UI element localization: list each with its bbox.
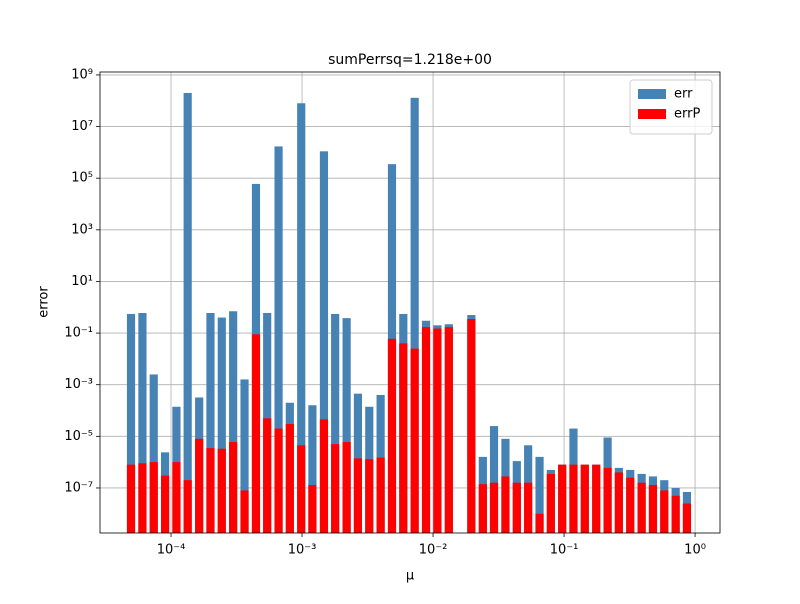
bar bbox=[274, 146, 283, 533]
bar bbox=[421, 327, 431, 533]
bar bbox=[376, 457, 385, 533]
bar bbox=[217, 317, 226, 533]
bar bbox=[660, 490, 669, 533]
bar bbox=[512, 482, 521, 533]
bar bbox=[671, 495, 680, 533]
y-tick-label: 10⁻⁵ bbox=[64, 429, 93, 444]
bar bbox=[467, 319, 476, 533]
bar bbox=[126, 464, 136, 533]
bar bbox=[126, 313, 136, 533]
x-axis-label: μ bbox=[406, 569, 414, 584]
chart-title: sumPerrsq=1.218e+00 bbox=[328, 52, 492, 68]
bar bbox=[161, 475, 170, 533]
y-tick-label: 10⁵ bbox=[71, 171, 93, 186]
bar bbox=[501, 476, 510, 533]
y-tick-label: 10³ bbox=[71, 222, 93, 237]
bar bbox=[444, 327, 453, 533]
bar bbox=[353, 458, 362, 533]
bar bbox=[365, 459, 374, 533]
bar bbox=[297, 103, 306, 533]
bar bbox=[206, 312, 215, 533]
bar bbox=[524, 482, 533, 533]
bar bbox=[138, 463, 147, 533]
bar bbox=[274, 428, 283, 533]
bar bbox=[682, 503, 692, 533]
y-tick-label: 10⁻¹ bbox=[64, 326, 93, 341]
bar bbox=[535, 456, 544, 533]
bar bbox=[342, 442, 351, 533]
bar bbox=[410, 97, 419, 534]
bar bbox=[535, 513, 544, 533]
x-tick-label: 10⁻² bbox=[419, 543, 448, 558]
plot-frame bbox=[99, 71, 721, 534]
bar bbox=[297, 445, 306, 533]
bar bbox=[206, 448, 215, 533]
legend-label: err bbox=[674, 87, 693, 102]
bar bbox=[308, 405, 317, 533]
x-tick-label: 10⁻³ bbox=[288, 543, 317, 558]
x-tick-label: 10⁻⁴ bbox=[157, 543, 186, 558]
bar bbox=[478, 484, 487, 533]
y-tick-label: 10⁹ bbox=[71, 67, 93, 82]
bar bbox=[546, 473, 555, 533]
bar bbox=[263, 418, 272, 533]
bar bbox=[648, 485, 658, 533]
bar bbox=[614, 472, 623, 533]
bar bbox=[149, 462, 158, 533]
bar bbox=[387, 338, 397, 533]
bar bbox=[229, 442, 238, 533]
legend-label: errP bbox=[674, 107, 700, 122]
bar bbox=[342, 318, 351, 533]
bar bbox=[580, 464, 589, 533]
bar bbox=[558, 464, 567, 533]
x-tick-label: 10⁻¹ bbox=[550, 543, 579, 558]
bar bbox=[183, 480, 192, 533]
y-tick-label: 10⁻⁷ bbox=[64, 480, 93, 495]
bar bbox=[331, 313, 340, 533]
y-tick-label: 10⁻³ bbox=[64, 377, 93, 392]
bar bbox=[399, 343, 408, 533]
bar bbox=[217, 448, 226, 533]
bar bbox=[603, 467, 612, 533]
y-tick-label: 10¹ bbox=[71, 274, 93, 289]
bar bbox=[240, 490, 249, 533]
x-tick-label: 10⁰ bbox=[684, 543, 706, 558]
bar bbox=[592, 464, 601, 533]
bar bbox=[183, 92, 192, 533]
legend-swatch bbox=[638, 109, 666, 119]
bar bbox=[319, 419, 329, 533]
bar bbox=[489, 426, 499, 533]
bar bbox=[410, 348, 419, 533]
bar bbox=[637, 482, 646, 533]
bar bbox=[489, 482, 499, 533]
bar bbox=[319, 151, 329, 533]
bar bbox=[172, 462, 181, 533]
bar bbox=[285, 424, 294, 533]
legend-swatch bbox=[638, 89, 666, 99]
bar bbox=[229, 311, 238, 533]
bar bbox=[433, 328, 442, 533]
y-tick-label: 10⁷ bbox=[71, 119, 93, 134]
bar bbox=[138, 312, 147, 533]
bar bbox=[308, 485, 317, 533]
bar bbox=[149, 374, 158, 533]
y-axis-label: error bbox=[37, 286, 52, 318]
bar bbox=[331, 444, 340, 533]
bar bbox=[569, 464, 578, 533]
bar bbox=[251, 334, 261, 533]
bar bbox=[240, 379, 249, 533]
bar bbox=[195, 438, 204, 533]
bar bbox=[626, 477, 635, 533]
